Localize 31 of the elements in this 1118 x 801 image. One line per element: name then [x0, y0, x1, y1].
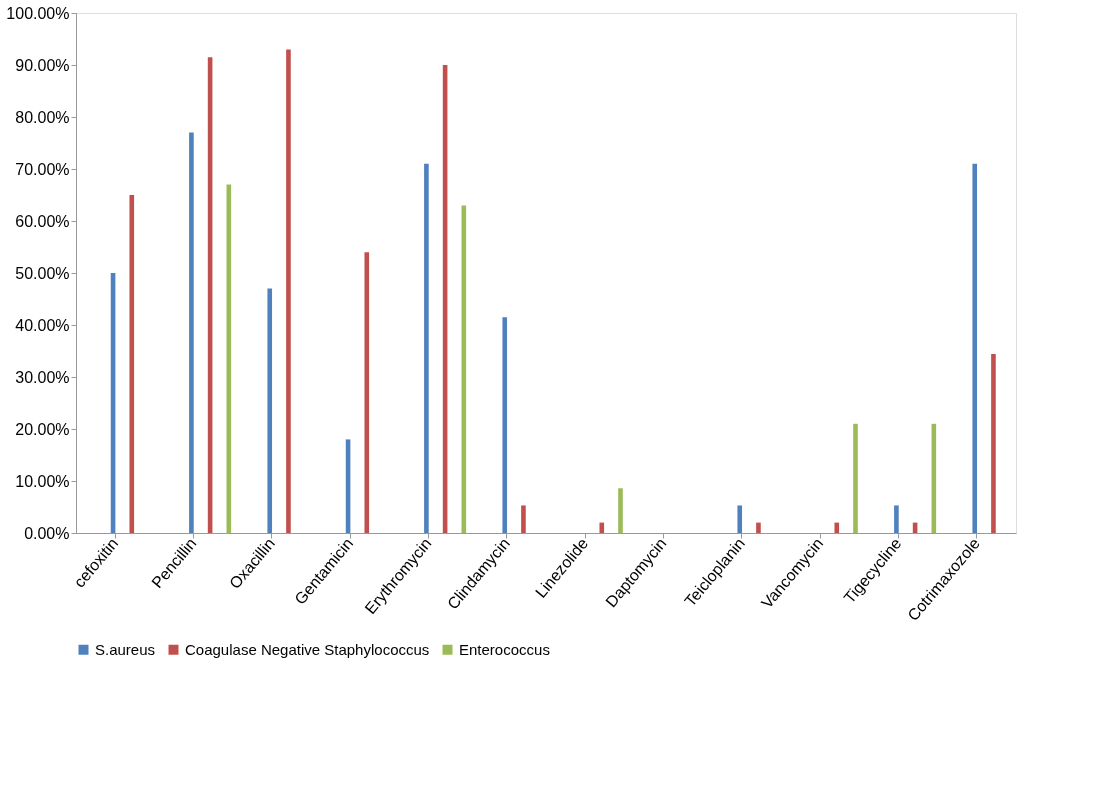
y-tick-label: 30.00% [15, 368, 70, 386]
bar [424, 163, 429, 533]
bar [853, 423, 858, 533]
bar [189, 132, 194, 533]
y-tick-label: 40.00% [15, 316, 70, 334]
bar [756, 522, 761, 533]
y-tick-label: 10.00% [15, 472, 70, 490]
bar [267, 288, 273, 533]
legend-label: S.aureus [95, 640, 156, 658]
bar [129, 195, 135, 533]
y-tick-label: 0.00% [24, 524, 70, 542]
bar [991, 354, 996, 533]
bar [364, 252, 370, 533]
y-tick-label: 90.00% [15, 56, 70, 74]
bar [502, 317, 508, 533]
bar [972, 163, 978, 533]
bar [737, 505, 743, 533]
y-tick-label: 60.00% [15, 212, 70, 230]
y-tick-label: 70.00% [15, 160, 70, 178]
y-tick-label: 80.00% [15, 108, 70, 126]
legend-label: Coagulase Negative Staphylococcus [185, 640, 430, 658]
y-tick-label: 100.00% [6, 4, 70, 22]
bar [521, 505, 526, 533]
legend-label: Enterococcus [459, 640, 550, 658]
y-tick-label: 50.00% [15, 264, 70, 282]
bar [894, 505, 899, 533]
bar [286, 49, 291, 533]
bar [618, 488, 623, 533]
y-tick-label: 20.00% [15, 420, 70, 438]
bar [834, 522, 840, 533]
bar [599, 522, 605, 533]
